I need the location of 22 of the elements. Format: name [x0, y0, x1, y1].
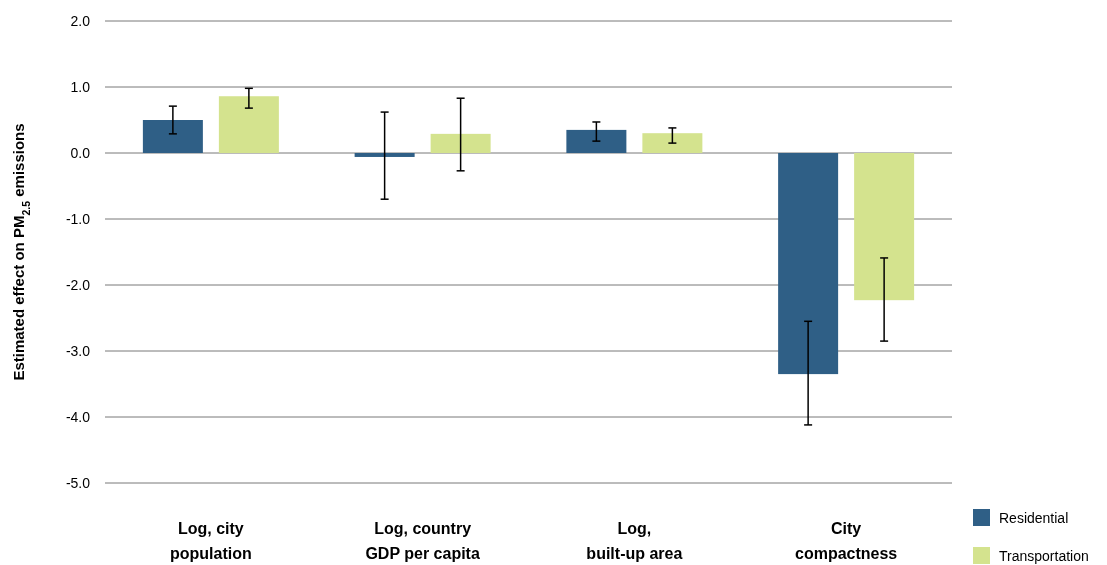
y-tick-label: 0.0	[70, 144, 91, 161]
y-tick-label: 2.0	[70, 12, 91, 29]
bar	[142, 120, 203, 153]
legend-label: Residential	[999, 509, 1069, 526]
bar	[778, 153, 839, 375]
y-tick-label: -4.0	[65, 408, 91, 425]
bar	[218, 96, 279, 153]
legend-label: Transportation	[999, 547, 1089, 564]
x-tick-label: Log, built-up area	[586, 520, 683, 562]
bar	[642, 133, 703, 153]
bar	[854, 153, 915, 301]
y-tick-label: 1.0	[70, 78, 91, 95]
y-tick-label: -5.0	[65, 474, 91, 491]
x-tick-label: Log, city population	[169, 520, 252, 562]
bar	[430, 133, 491, 153]
y-tick-label: -2.0	[65, 276, 91, 293]
x-tick-label: Log, country GDP per capita	[365, 520, 480, 562]
y-tick-label: -1.0	[65, 210, 91, 227]
bar	[354, 153, 415, 157]
y-tick-label: -3.0	[65, 342, 91, 359]
x-tick-label: City compactness	[794, 520, 898, 562]
bar	[566, 129, 627, 153]
